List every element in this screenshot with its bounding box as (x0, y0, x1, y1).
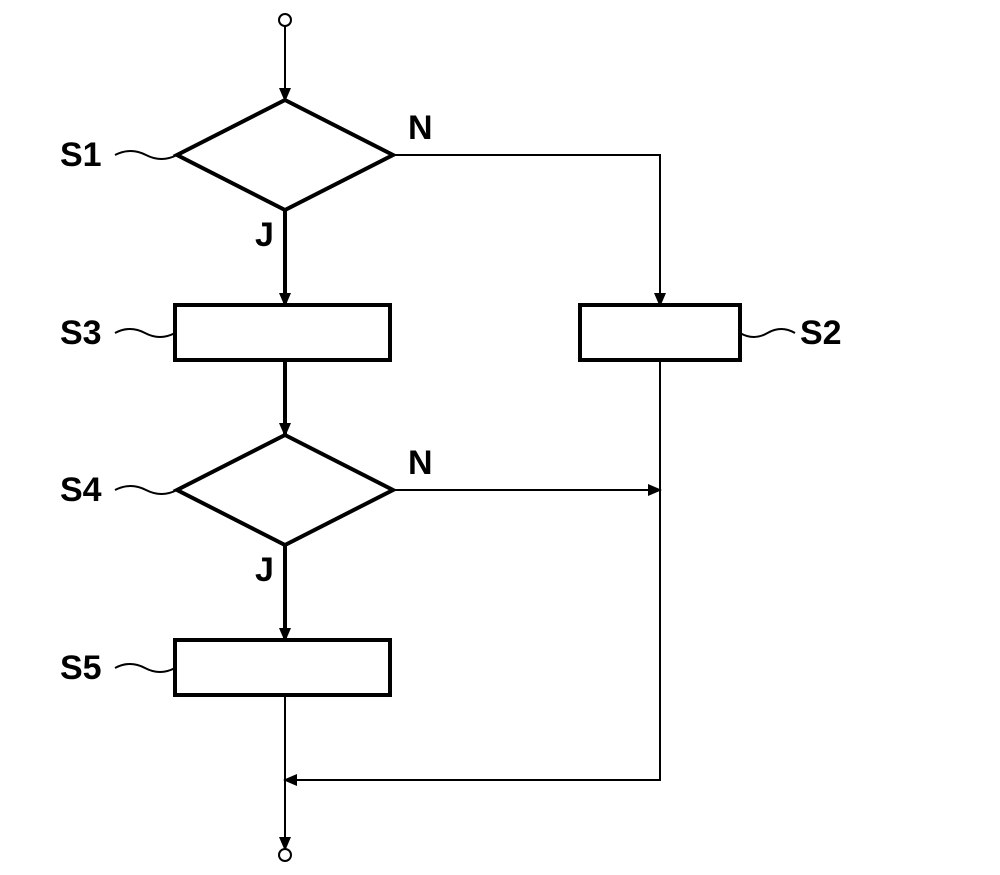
lead-S2 (740, 329, 795, 337)
process-S2 (580, 305, 740, 360)
edge-S1-N-S2 (393, 155, 660, 305)
branch-label-S4-N-merge: N (408, 444, 433, 483)
decision-S4 (177, 435, 393, 545)
label-S1: S1 (60, 136, 102, 175)
branch-label-S1-N-S2: N (408, 109, 433, 148)
terminal-start (279, 14, 291, 26)
terminal-end (279, 849, 291, 861)
process-S3 (175, 305, 390, 360)
lead-S3 (115, 329, 175, 337)
decision-S1 (177, 100, 393, 210)
label-S2: S2 (800, 314, 842, 353)
lead-S5 (115, 664, 175, 672)
edge-S2-down (285, 360, 660, 780)
label-S3: S3 (60, 314, 102, 353)
flowchart-svg (0, 0, 1000, 875)
lead-S1 (115, 151, 177, 159)
label-S5: S5 (60, 649, 102, 688)
label-S4: S4 (60, 471, 102, 510)
branch-label-S4-J-S5: J (255, 551, 274, 590)
lead-S4 (115, 486, 177, 494)
branch-label-S1-J-S3: J (255, 216, 274, 255)
flowchart-canvas: S1 S2 S3 S4 S5 N J N J (0, 0, 1000, 875)
process-S5 (175, 640, 390, 695)
